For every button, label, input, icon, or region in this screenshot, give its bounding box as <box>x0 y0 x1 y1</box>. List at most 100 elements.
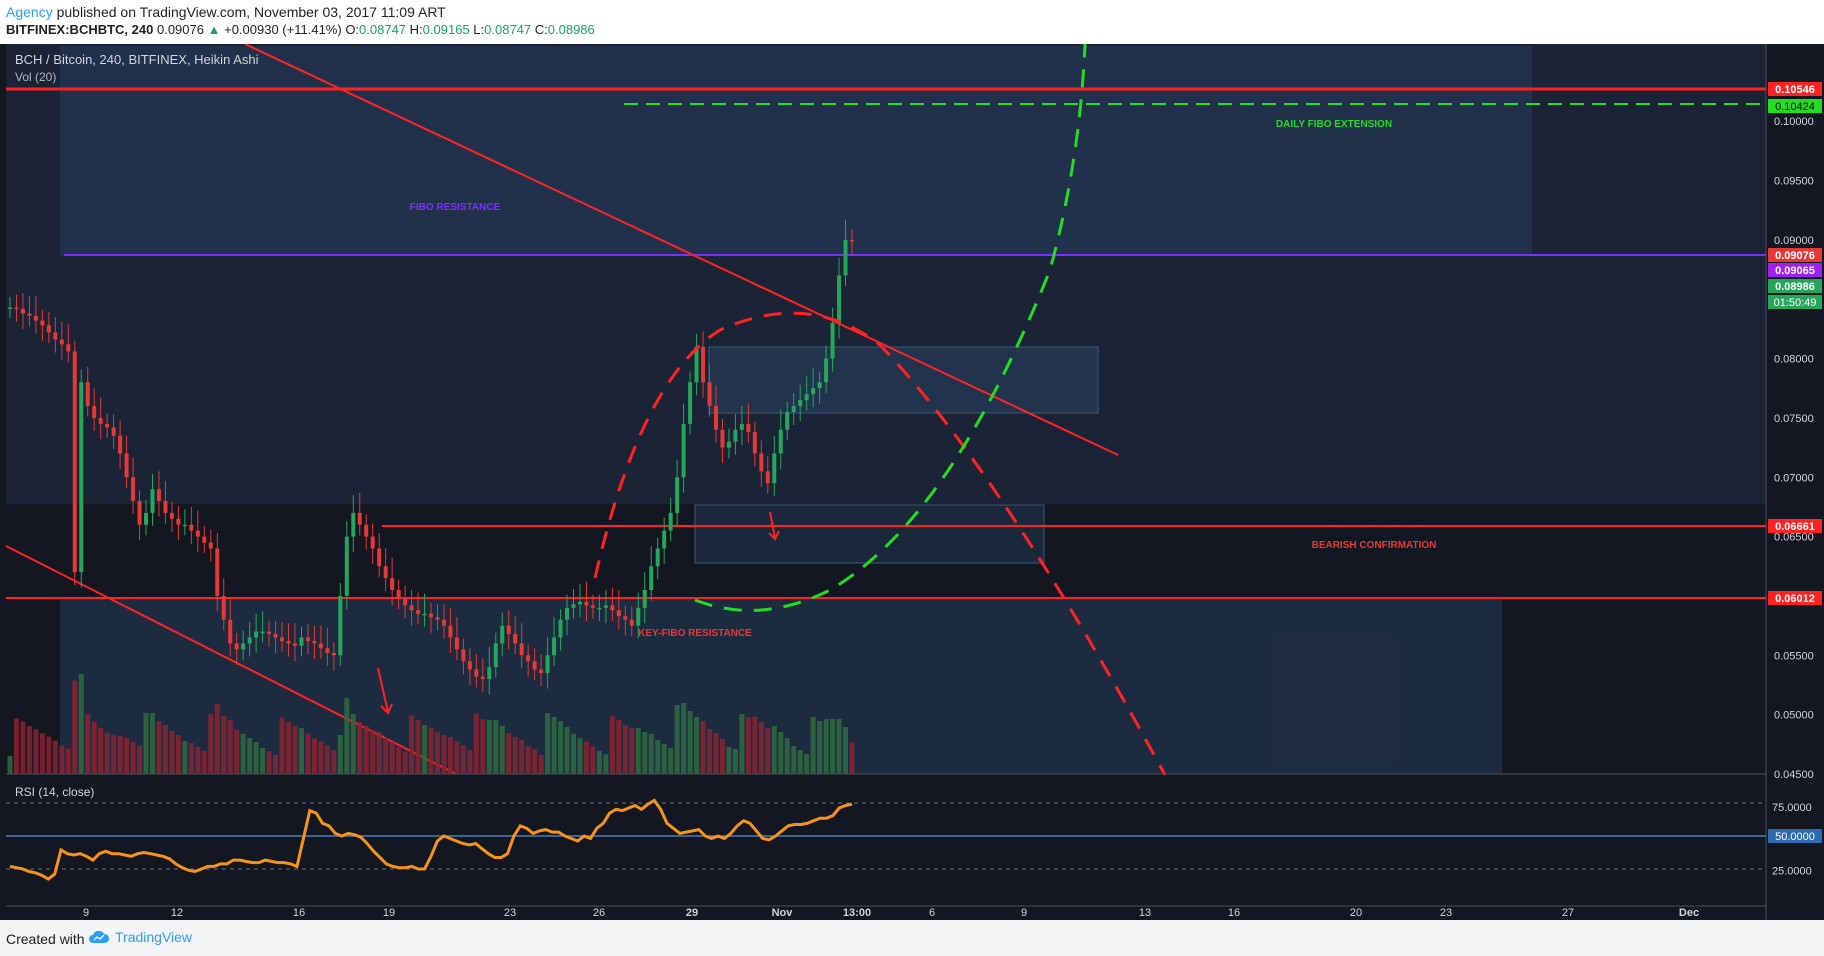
candle-body[interactable] <box>59 339 64 345</box>
candle-body[interactable] <box>247 637 252 644</box>
candle-body[interactable] <box>351 512 356 537</box>
candle-body[interactable] <box>33 315 38 321</box>
candle-body[interactable] <box>66 344 71 352</box>
candle-body[interactable] <box>150 489 155 513</box>
candle-body[interactable] <box>144 512 149 525</box>
candle-body[interactable] <box>778 429 783 454</box>
candle-body[interactable] <box>260 631 265 634</box>
candle-body[interactable] <box>565 607 570 620</box>
candle-body[interactable] <box>480 676 485 680</box>
candle-body[interactable] <box>500 625 505 644</box>
chart-area[interactable]: DAILY FIBO EXTENSION FIBO RESISTANCE BEA… <box>0 43 1824 920</box>
candle-body[interactable] <box>156 489 161 501</box>
candle-body[interactable] <box>137 500 142 525</box>
candle-body[interactable] <box>85 382 90 407</box>
candle-body[interactable] <box>234 643 239 650</box>
candle-body[interactable] <box>305 637 310 642</box>
candle-body[interactable] <box>636 607 641 626</box>
candle-body[interactable] <box>318 643 323 649</box>
author-link[interactable]: Agency <box>6 4 53 20</box>
candle-body[interactable] <box>111 427 116 436</box>
candle-body[interactable] <box>182 524 187 527</box>
candle-body[interactable] <box>765 471 770 484</box>
candle-body[interactable] <box>72 351 77 573</box>
candle-body[interactable] <box>545 655 550 674</box>
candle-body[interactable] <box>590 605 595 608</box>
candle-body[interactable] <box>422 613 427 616</box>
candle-body[interactable] <box>720 429 725 448</box>
candle-body[interactable] <box>649 566 654 591</box>
candle-body[interactable] <box>441 619 446 626</box>
candle-body[interactable] <box>448 625 453 638</box>
candle-body[interactable] <box>694 346 699 383</box>
candle-body[interactable] <box>513 633 518 644</box>
candle-body[interactable] <box>597 607 602 610</box>
candle-body[interactable] <box>131 477 136 501</box>
tradingview-brand[interactable]: TradingView <box>88 929 192 945</box>
candle-body[interactable] <box>370 536 375 549</box>
candle-body[interactable] <box>267 631 272 634</box>
candle-body[interactable] <box>221 595 226 620</box>
candle-body[interactable] <box>675 477 680 513</box>
candle-body[interactable] <box>474 669 479 677</box>
candle-body[interactable] <box>623 616 628 620</box>
candle-body[interactable] <box>733 429 738 442</box>
candle-body[interactable] <box>843 239 848 276</box>
candle-body[interactable] <box>558 619 563 638</box>
candle-body[interactable] <box>105 423 110 428</box>
candle-body[interactable] <box>785 411 790 430</box>
candle-body[interactable] <box>726 441 731 448</box>
candle-body[interactable] <box>254 631 259 638</box>
rsi-line[interactable] <box>9 798 853 881</box>
candle-body[interactable] <box>53 332 58 340</box>
bearish-projection-path[interactable] <box>593 311 1167 776</box>
candle-body[interactable] <box>759 453 764 472</box>
candle-body[interactable] <box>713 406 718 430</box>
candle-body[interactable] <box>403 598 408 606</box>
main-legend[interactable]: BCH / Bitcoin, 240, BITFINEX, Heikin Ash… <box>15 52 259 67</box>
descending-trendline[interactable] <box>244 43 1119 456</box>
candle-body[interactable] <box>195 530 200 537</box>
candle-body[interactable] <box>27 313 32 316</box>
candle-body[interactable] <box>92 406 97 418</box>
rsi-legend[interactable]: RSI (14, close) <box>15 785 95 799</box>
candle-body[interactable] <box>610 605 615 611</box>
candle-body[interactable] <box>357 512 362 525</box>
candle-body[interactable] <box>40 320 45 326</box>
candle-body[interactable] <box>539 669 544 674</box>
candle-body[interactable] <box>383 566 388 579</box>
candle-body[interactable] <box>577 601 582 605</box>
candle-body[interactable] <box>454 637 459 650</box>
candle-body[interactable] <box>467 661 472 670</box>
candle-body[interactable] <box>79 382 84 573</box>
candle-body[interactable] <box>409 605 414 611</box>
volume-legend[interactable]: Vol (20) <box>15 70 57 84</box>
candle-body[interactable] <box>280 637 285 642</box>
candle-body[interactable] <box>124 453 129 478</box>
candle-body[interactable] <box>804 394 809 401</box>
candle-body[interactable] <box>215 548 220 596</box>
candle-body[interactable] <box>299 637 304 646</box>
resistance-box[interactable] <box>708 346 1099 414</box>
candle-body[interactable] <box>571 604 576 608</box>
candle-body[interactable] <box>46 325 51 333</box>
candle-body[interactable] <box>642 590 647 608</box>
candle-body[interactable] <box>416 610 421 614</box>
candle-body[interactable] <box>798 400 803 407</box>
candle-body[interactable] <box>830 322 835 359</box>
candle-body[interactable] <box>519 643 524 656</box>
candle-body[interactable] <box>772 453 777 484</box>
support-box[interactable] <box>694 504 1045 564</box>
candle-body[interactable] <box>493 643 498 668</box>
candle-body[interactable] <box>526 655 531 662</box>
candle-body[interactable] <box>292 643 297 646</box>
candle-body[interactable] <box>396 590 401 599</box>
candle-body[interactable] <box>429 613 433 618</box>
candle-body[interactable] <box>390 578 395 591</box>
candle-body[interactable] <box>552 637 557 656</box>
candle-body[interactable] <box>461 649 466 662</box>
candle-body[interactable] <box>8 307 12 310</box>
candle-body[interactable] <box>707 382 712 407</box>
candle-body[interactable] <box>118 435 123 454</box>
candle-body[interactable] <box>837 275 842 323</box>
